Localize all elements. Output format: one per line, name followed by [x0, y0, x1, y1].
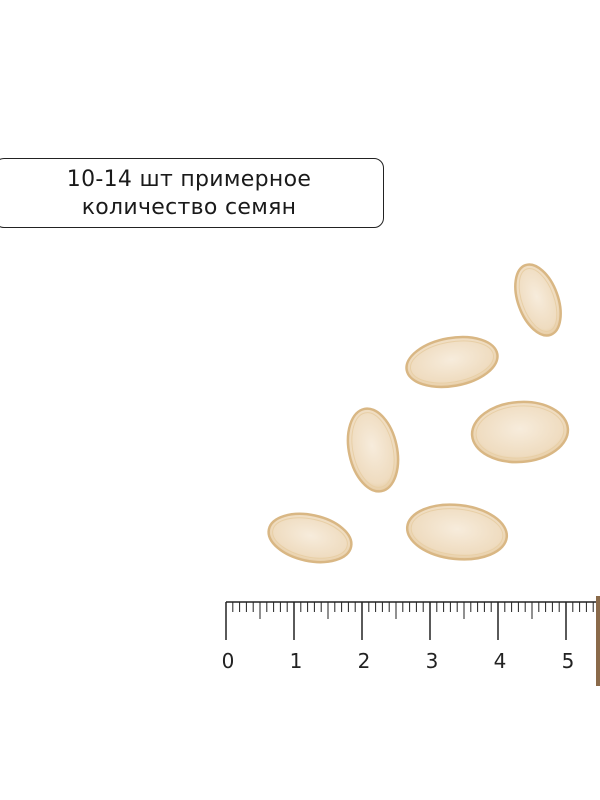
ruler-tick-label: 2 [358, 649, 371, 673]
seed-count-label: 10-14 шт примерное количество семян [0, 158, 384, 228]
ruler-edge [596, 596, 600, 686]
pumpkin-seed [514, 263, 562, 337]
pumpkin-seed [346, 407, 400, 493]
pumpkin-seed [405, 503, 509, 561]
ruler-tick-label: 3 [426, 649, 439, 673]
pumpkin-seed [405, 335, 499, 389]
seed-count-caption: количество семян [81, 195, 297, 220]
ruler-tick-label: 0 [222, 649, 235, 673]
ruler-tick-label: 5 [562, 649, 575, 673]
pumpkin-seed [470, 400, 570, 464]
ruler-tick-label: 4 [494, 649, 507, 673]
seed-count-text: 10-14 шт примерное [66, 167, 312, 192]
pumpkin-seed [267, 512, 353, 564]
ruler-tick-label: 1 [290, 649, 303, 673]
ruler: 0 1 2 3 4 5 [222, 601, 600, 673]
